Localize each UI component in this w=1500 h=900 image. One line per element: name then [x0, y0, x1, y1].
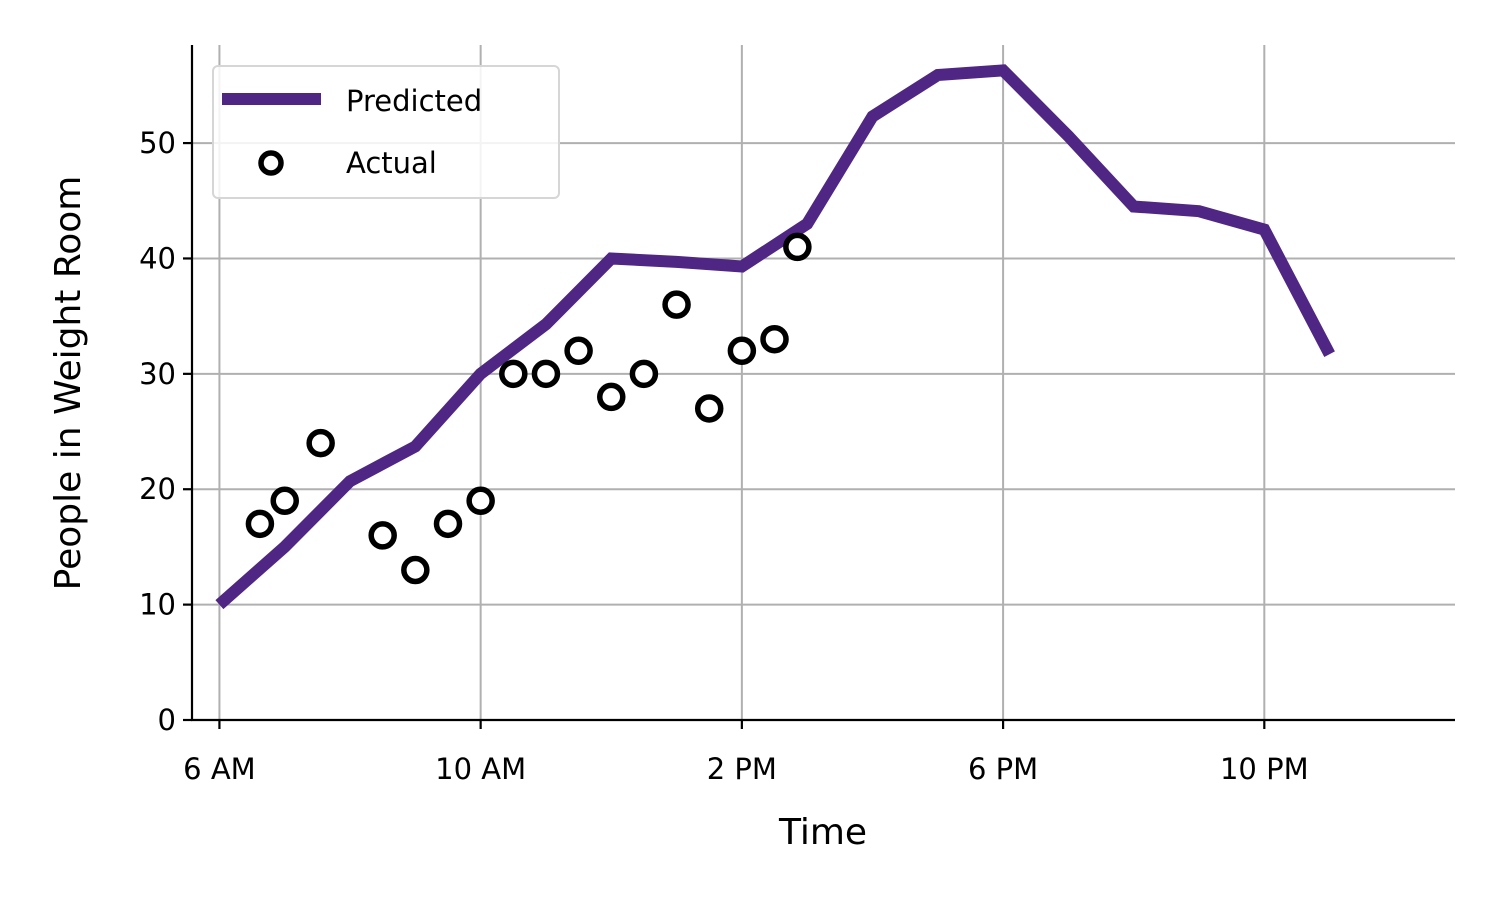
y-tick-label: 10 [139, 588, 176, 622]
y-tick-label: 40 [139, 241, 176, 275]
grid-lines [192, 45, 1455, 720]
actual-point [564, 336, 593, 366]
actual-point [783, 232, 812, 262]
legend-actual-label: Actual [346, 146, 437, 180]
predicted-line [215, 64, 1335, 610]
y-axis-title: People in Weight Room [48, 176, 89, 591]
actual-point [466, 486, 495, 516]
actual-series [245, 232, 812, 585]
x-tick-label: 10 PM [1220, 752, 1309, 786]
actual-point [727, 336, 757, 366]
actual-point [629, 359, 659, 389]
x-tick-label: 10 AM [435, 752, 526, 786]
y-tick-label: 30 [139, 357, 176, 391]
predicted-series [215, 64, 1335, 610]
actual-point [531, 359, 561, 389]
legend: Predicted Actual [212, 65, 560, 199]
tick-labels: 6 AM 10 AM 2 PM 6 PM 10 PM 0 10 20 30 40 50 [139, 126, 1309, 786]
actual-point [433, 509, 463, 539]
x-tick-label: 6 PM [968, 752, 1038, 786]
legend-predicted-label: Predicted [346, 84, 482, 118]
actual-point [368, 521, 397, 550]
actual-point [245, 509, 275, 539]
y-tick-label: 50 [139, 126, 176, 160]
y-tick-label: 20 [139, 472, 176, 506]
actual-point [270, 486, 299, 516]
x-axis-title: Time [778, 812, 867, 853]
axes [183, 45, 1455, 729]
actual-point [401, 555, 430, 585]
actual-point [499, 359, 528, 389]
x-tick-label: 6 AM [183, 752, 256, 786]
x-tick-label: 2 PM [707, 752, 777, 786]
actual-point [760, 324, 789, 354]
actual-point [306, 428, 335, 458]
legend-actual-marker [258, 150, 284, 176]
actual-point [597, 382, 626, 412]
actual-point [694, 394, 724, 423]
actual-point [662, 290, 691, 319]
y-tick-label: 0 [158, 703, 176, 737]
